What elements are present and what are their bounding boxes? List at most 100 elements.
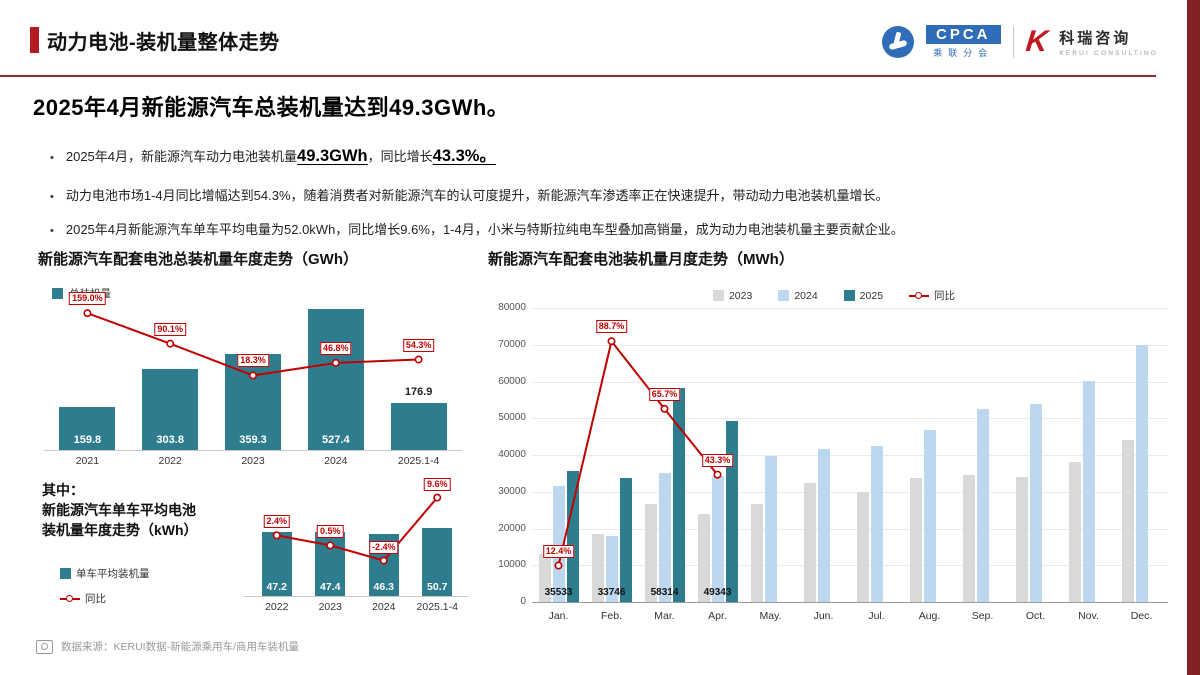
- bar-2023-Jun.: [803, 483, 816, 602]
- yoy-label: 46.8%: [320, 341, 352, 355]
- bar-2023-Jul.: [856, 491, 869, 602]
- category-label: 2023: [318, 601, 342, 613]
- y-tick-label: 30000: [498, 485, 526, 497]
- bar-value: 159.8: [73, 434, 102, 446]
- line-marker: [83, 309, 92, 318]
- bar-value-label: 33746: [597, 587, 626, 598]
- chart-monthly-mwh: 2023 2024 2025 同比 0 10000 20000 30000 40000 5…: [486, 270, 1182, 630]
- chart-avg-kwh: 其中： 新能源汽车单车平均电池 装机量年度走势（kWh） 单车平均装机量 同比 …: [38, 477, 468, 638]
- bar-value-label: 58314: [650, 587, 679, 598]
- bar-2024-Jun.: [817, 448, 830, 602]
- line-marker: [433, 493, 442, 502]
- gridline: [532, 491, 1168, 493]
- title-accent-bar: [30, 27, 39, 53]
- bar-2023-Jan.: [538, 554, 551, 602]
- x-axis: [244, 596, 468, 597]
- y-tick-label: 20000: [498, 522, 526, 534]
- kerui-logo-icon: K: [1023, 25, 1049, 58]
- legend-swatch-2024: [778, 290, 790, 301]
- yoy-label: 54.3%: [402, 338, 435, 352]
- bullet-item-2: • 动力电池市场1-4月同比增幅达到54.3%，随着消费者对新能源汽车的认可度提…: [50, 185, 1150, 204]
- cpca-logo-icon: [882, 26, 914, 58]
- y-tick-label: 60000: [498, 375, 526, 387]
- category-label: 2024: [372, 601, 396, 613]
- legend-swatch-avg: [60, 568, 71, 579]
- legend-swatch-2025: [843, 290, 855, 301]
- bar-2024-Nov.: [1082, 380, 1095, 602]
- legend-item-2024: 2024: [778, 289, 818, 302]
- gridline: [532, 528, 1168, 530]
- legend-label-2023: 2023: [728, 289, 753, 302]
- legend-label-yoy: 同比: [85, 593, 106, 605]
- kerui-logo-text: 科瑞咨询 KERUI CONSULTING: [1059, 27, 1158, 57]
- legend-item-2023: 2023: [712, 289, 753, 302]
- highlight-value-yoy: 43.3%: [432, 147, 480, 165]
- bar-value: 359.3: [239, 434, 267, 446]
- legend-label-2024: 2024: [794, 289, 818, 302]
- bar-2023-Dec.: [1121, 440, 1134, 602]
- bar-2024-Sep.: [976, 409, 989, 602]
- cpca-wordmark: CPCA: [926, 25, 1001, 44]
- bar-2023-Nov.: [1068, 461, 1081, 602]
- data-source-text: 数据来源：KERUI数据-新能源乘用车/商用车装机量: [61, 641, 300, 653]
- yoy-label: 18.3%: [237, 354, 269, 368]
- category-label: 2022: [265, 601, 289, 613]
- bar-2025-Mar.: [672, 387, 685, 602]
- line-marker: [414, 355, 423, 364]
- chart-yearly-title: 新能源汽车配套电池总装机量年度走势（GWh）: [38, 251, 358, 268]
- bar-value-label: 35533: [544, 587, 573, 598]
- category-label: 2025.1-4: [397, 455, 440, 467]
- bar-2025-Feb.: [619, 477, 632, 602]
- gridline: [532, 455, 1168, 456]
- chart-monthly-title: 新能源汽车配套电池装机量月度走势（MWh）: [488, 251, 794, 268]
- yoy-label: 9.6%: [423, 477, 451, 491]
- line-marker: [607, 337, 616, 346]
- gridline: [532, 308, 1168, 309]
- legend-item-yoy: 同比: [909, 288, 955, 303]
- bar-value: 303.8: [156, 434, 184, 446]
- y-tick-label: 80000: [498, 302, 526, 313]
- highlight-value-gwh: 49.3GWh: [297, 147, 368, 165]
- yoy-label: 0.5%: [316, 525, 344, 539]
- page-title: 动力电池-装机量整体走势: [47, 32, 280, 54]
- gridline: [532, 418, 1168, 420]
- y-tick-label: 0: [520, 596, 526, 607]
- bar-2023-Sep.: [962, 475, 975, 602]
- bullet-list: • 2025年4月，新能源汽车动力电池装机量49.3GWh，同比增长43.3%。…: [50, 142, 1150, 253]
- month-label: Nov.: [1078, 610, 1099, 622]
- bar-2024-Oct.: [1029, 403, 1042, 602]
- bar-2025-Jan.: [566, 471, 579, 602]
- bar-2025-Apr.: [725, 420, 738, 602]
- yoy-label: 43.3%: [701, 453, 734, 467]
- bullet-item-3: • 2025年4月新能源汽车单车平均电量为52.0kWh，同比增长9.6%，1-…: [50, 219, 1150, 238]
- logo-bar: CPCA 乘联分会 K 科瑞咨询 KERUI CONSULTING: [882, 18, 1158, 66]
- chart-avg-legend: 单车平均装机量 同比: [60, 566, 150, 606]
- gridline: [532, 565, 1168, 567]
- gridline: [532, 381, 1168, 383]
- bullet-dot: •: [50, 225, 54, 237]
- chart-avg-title-line2: 新能源汽车单车平均电池: [42, 502, 196, 518]
- month-label: Oct.: [1025, 610, 1046, 622]
- month-label: Sep.: [971, 610, 994, 622]
- chart-avg-title-line1: 其中：: [42, 482, 84, 498]
- chart-avg-title-line3: 装机量年度走势（kWh）: [42, 522, 198, 538]
- kerui-subtitle: KERUI CONSULTING: [1059, 50, 1159, 57]
- category-label: 2022: [158, 455, 182, 467]
- bullet-item-1: • 2025年4月，新能源汽车动力电池装机量49.3GWh，同比增长43.3%。: [50, 142, 1150, 166]
- legend-swatch-total: [52, 288, 63, 299]
- yoy-label: 88.7%: [595, 320, 628, 334]
- yoy-label: 159.0%: [69, 292, 106, 306]
- bar-value: 50.7: [427, 581, 448, 593]
- bar-2025.1-4: [390, 402, 447, 450]
- chart-avg-title: 其中： 新能源汽车单车平均电池 装机量年度走势（kWh）: [42, 480, 198, 540]
- bar-2024: [307, 308, 364, 450]
- legend-item-avg: 单车平均装机量: [60, 566, 150, 581]
- bar-2024-May.: [764, 455, 777, 602]
- bullet-dot: •: [50, 191, 54, 203]
- month-label: Apr.: [708, 610, 727, 622]
- line-marker: [166, 339, 175, 348]
- legend-label-yoy: 同比: [934, 290, 956, 302]
- legend-item-yoy: 同比: [60, 591, 150, 606]
- bar-2023-Oct.: [1015, 477, 1028, 602]
